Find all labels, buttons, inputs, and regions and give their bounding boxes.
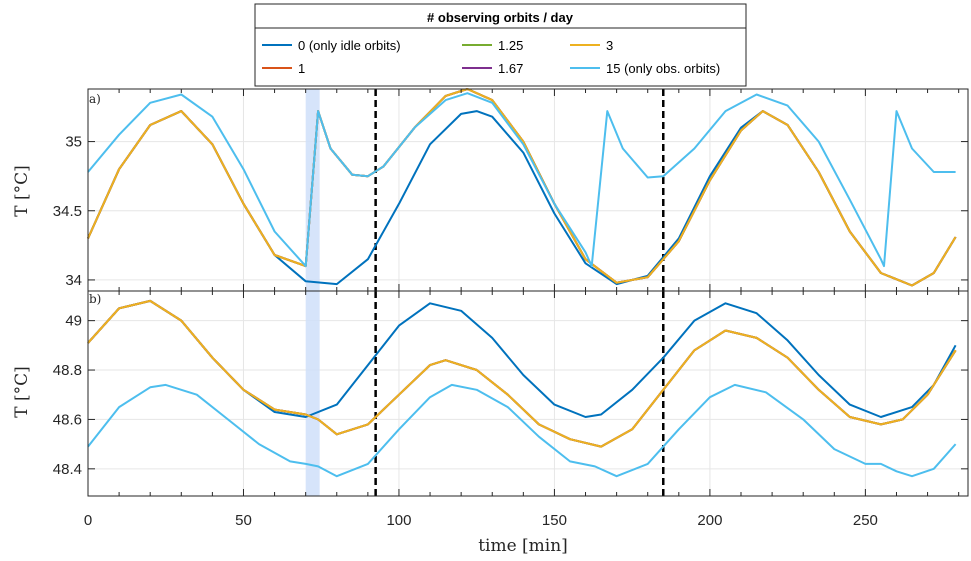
series-line-1-25-panel-a bbox=[87, 88, 957, 287]
x-tick-label: 100 bbox=[386, 512, 411, 529]
panel-b-y-ticks: 48.4 48.6 48.8 49 bbox=[53, 313, 82, 478]
y-tick-label: 48.4 bbox=[53, 461, 82, 478]
panel-a-y-ticks: 34 34.5 35 bbox=[53, 134, 82, 289]
y-tick-label: 35 bbox=[65, 134, 82, 151]
panel-b-axes bbox=[87, 290, 969, 497]
x-tick-labels: 0 50 100 150 200 250 bbox=[84, 512, 878, 529]
series-line-0-only-idle-orbits-panel-a bbox=[87, 110, 957, 287]
panel-b-y-axis-label: T [°C] bbox=[12, 366, 32, 418]
legend-entry-15-only-obs-orbits: 15 (only obs. orbits) bbox=[606, 61, 720, 76]
x-tick-label: 200 bbox=[697, 512, 722, 529]
x-tick-label: 0 bbox=[84, 512, 92, 529]
y-tick-label: 34.5 bbox=[53, 203, 82, 220]
panel-a-vertical-lines bbox=[374, 89, 665, 291]
panel-a-y-axis-label: T [°C] bbox=[12, 165, 32, 217]
series-line-15-only-obs-orbits-panel-b bbox=[87, 383, 957, 478]
panel-b-curves bbox=[87, 299, 957, 478]
series-line-15-only-obs-orbits-panel-a bbox=[87, 92, 956, 268]
panel-b-label: b) bbox=[89, 292, 101, 306]
legend: # observing orbits / day 0 (only idle or… bbox=[254, 3, 747, 87]
legend-entry-1-25: 1.25 bbox=[498, 38, 523, 53]
series-line-0-only-idle-orbits-panel-b bbox=[87, 299, 957, 418]
panel-a-label: a) bbox=[89, 92, 101, 106]
panel-a-grid bbox=[87, 89, 968, 291]
legend-entry-1-67: 1.67 bbox=[498, 61, 523, 76]
panel-a-curves bbox=[87, 88, 957, 287]
y-tick-label: 48.8 bbox=[53, 362, 82, 379]
shaded-interval bbox=[305, 291, 320, 496]
panel-b-shaded-span bbox=[305, 291, 320, 496]
panel-a-axes bbox=[87, 88, 969, 292]
y-tick-label: 49 bbox=[65, 313, 82, 330]
axes-frame bbox=[87, 290, 969, 497]
panel-b: 48.4 48.6 48.8 49 b) T [°C] bbox=[12, 290, 969, 497]
x-tick-label: 50 bbox=[235, 512, 252, 529]
x-axis-label: time [min] bbox=[478, 536, 568, 556]
x-tick-label: 150 bbox=[542, 512, 567, 529]
series-line-3-panel-a bbox=[87, 88, 957, 287]
panel-b-grid bbox=[87, 291, 968, 496]
series-line-1-panel-a bbox=[87, 88, 957, 287]
panel-b-vertical-lines bbox=[374, 291, 665, 496]
panel-a: 34 34.5 35 a) T [°C] bbox=[12, 88, 969, 292]
series-line-1-67-panel-a bbox=[87, 88, 957, 287]
series-line-3-panel-b bbox=[87, 299, 957, 448]
legend-box bbox=[254, 3, 747, 87]
x-tick-label: 250 bbox=[853, 512, 878, 529]
y-tick-label: 48.6 bbox=[53, 411, 82, 428]
legend-entry-3: 3 bbox=[606, 38, 613, 53]
y-tick-label: 34 bbox=[65, 272, 82, 289]
axes-frame bbox=[87, 88, 969, 292]
legend-title: # observing orbits / day bbox=[427, 10, 574, 25]
legend-entry-0-only-idle-orbits: 0 (only idle orbits) bbox=[298, 38, 401, 53]
legend-entry-1: 1 bbox=[298, 61, 305, 76]
legend-entries: 0 (only idle orbits) 1 1.25 1.67 3 15 (only o… bbox=[262, 38, 720, 76]
